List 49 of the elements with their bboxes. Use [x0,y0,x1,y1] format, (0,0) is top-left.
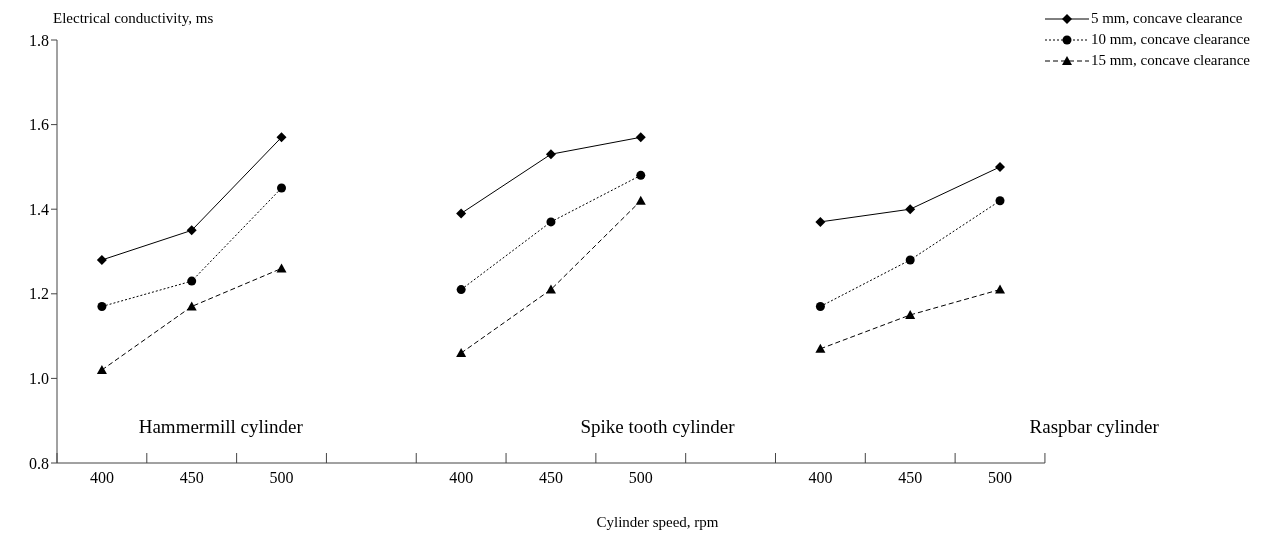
point [815,343,826,353]
point [635,195,646,205]
legend-label: 5 mm, concave clearance [1090,9,1243,28]
point [905,255,915,265]
point [995,196,1005,206]
x-tick-label: 400 [808,469,833,487]
point [635,132,646,143]
y-tick-label: 1.6 [29,116,49,134]
point [276,132,287,143]
y-axis-title: Electrical conductivity, ms [53,10,214,27]
point [905,309,916,319]
x-tick-label: 500 [269,469,294,487]
point [636,170,646,180]
point [96,364,107,374]
point [456,285,466,295]
legend-label: 10 mm, concave clearance [1090,30,1250,49]
point [187,276,197,286]
point [545,149,556,160]
y-tick-label: 1.4 [29,200,49,218]
point [815,216,826,227]
point [276,263,287,273]
x-tick-label: 450 [898,469,923,487]
point [277,183,287,193]
annotation: Hammermill cylinder [137,416,304,438]
point [815,301,825,311]
y-tick-label: 1.2 [29,285,49,303]
x-tick-label: 400 [89,469,114,487]
legend-label: 15 mm, concave clearance [1090,51,1250,70]
x-tick-label: 450 [179,469,204,487]
point [97,301,107,311]
point [456,208,467,219]
y-tick-label: 1.8 [29,31,49,49]
x-tick-label: 500 [988,469,1013,487]
annotation: Spike tooth cylinder [579,416,736,438]
y-tick-label: 0.8 [29,454,49,472]
point [545,284,556,294]
point [905,204,916,215]
point [456,348,467,358]
x-axis-title: Cylinder speed, rpm [595,514,720,531]
x-tick-label: 400 [449,469,474,487]
annotation: Raspbar cylinder [1028,416,1160,438]
point [995,284,1006,294]
x-tick-label: 500 [628,469,653,487]
point [546,217,556,227]
point [96,254,107,265]
point [186,225,197,236]
point [995,161,1006,172]
y-tick-label: 1.0 [29,370,49,388]
x-tick-label: 450 [538,469,563,487]
